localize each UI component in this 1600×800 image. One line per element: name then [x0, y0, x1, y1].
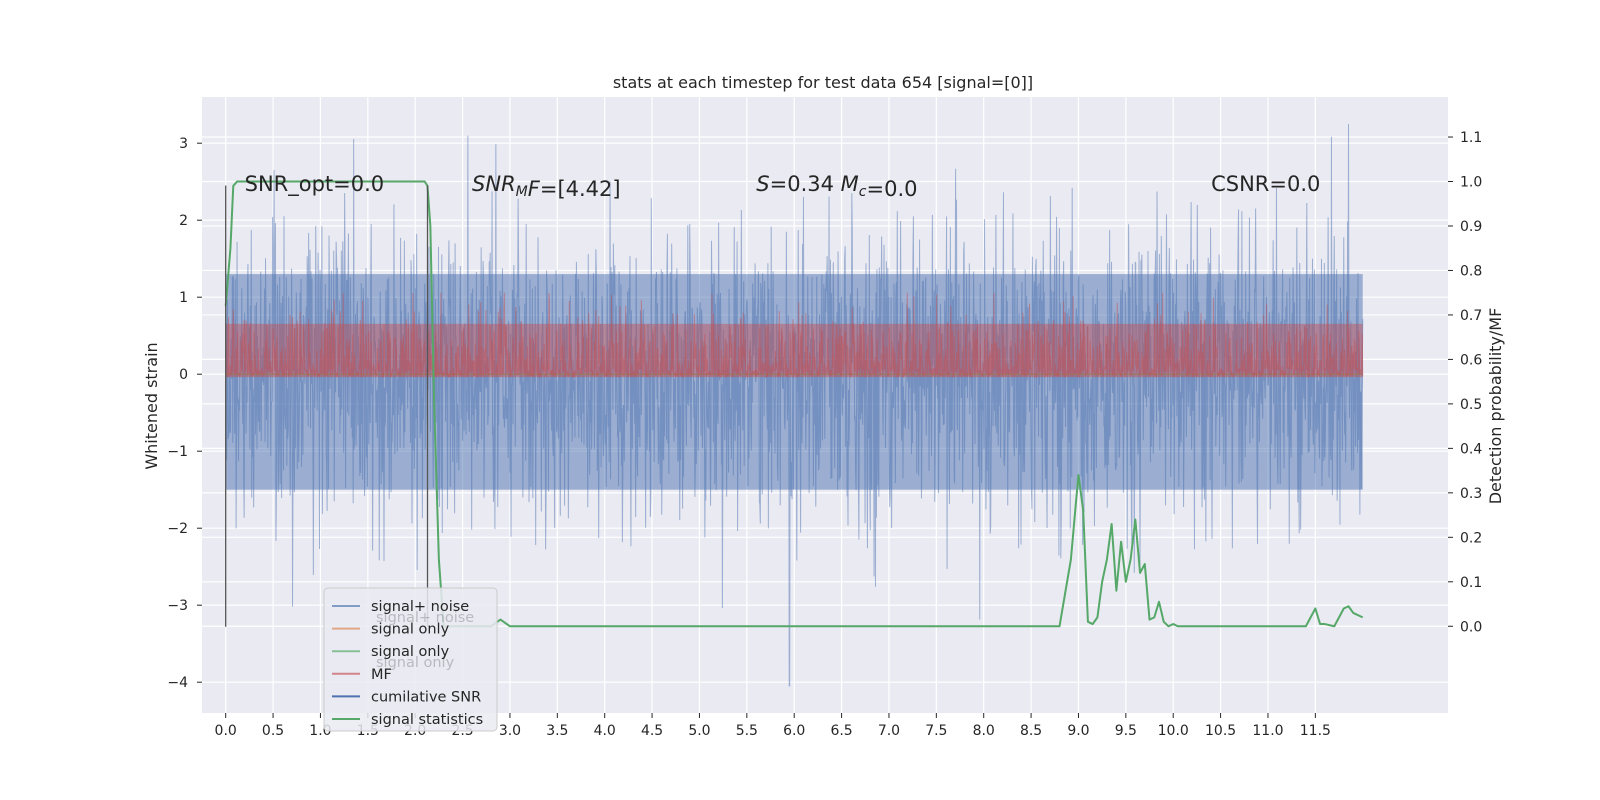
legend-ghost-text: signal+ noise: [376, 610, 474, 626]
series-layer: [224, 123, 1364, 687]
x-tick-label: 6.0: [783, 723, 805, 739]
legend-ghost-text: signal only: [376, 655, 455, 671]
legend-frame: [323, 587, 498, 732]
y2-tick-label: 0.0: [1460, 619, 1482, 635]
x-tick-label: 10.0: [1158, 723, 1189, 739]
y-tick-label: 2: [179, 213, 188, 229]
y2-tick-label: 0.2: [1460, 530, 1482, 546]
y2-tick-label: 0.9: [1460, 219, 1482, 235]
legend-label: signal only: [371, 644, 450, 660]
y-tick-label: −2: [167, 521, 188, 537]
legend-label: signal statistics: [371, 712, 483, 728]
y2-tick-label: 0.6: [1460, 352, 1482, 368]
x-tick-label: 3.0: [499, 723, 521, 739]
y2-tick-label: 1.0: [1460, 175, 1482, 191]
x-tick-label: 8.0: [973, 723, 995, 739]
legend-label: MF: [371, 667, 392, 683]
y2-tick-label: 0.3: [1460, 486, 1482, 502]
y-axis-label: Whitened strain: [142, 342, 161, 469]
y-tick-label: 3: [179, 136, 188, 152]
x-tick-label: 0.0: [215, 723, 237, 739]
x-tick-label: 11.5: [1300, 723, 1331, 739]
vertical-markers: [225, 185, 429, 627]
x-tick-label: 8.5: [1020, 723, 1042, 739]
y-tick-label: 1: [179, 290, 188, 306]
stat-annotation: SNR_opt=0.0: [245, 172, 385, 197]
y-axis-left: −4 −3 −2 −1 0 1 2 3: [167, 136, 202, 691]
x-tick-label: 0.5: [262, 723, 284, 739]
x-tick-label: 6.5: [830, 723, 852, 739]
stat-annotation: CSNR=0.0: [1211, 172, 1320, 196]
y-tick-label: −3: [167, 598, 188, 614]
chart-title: stats at each timestep for test data 654…: [613, 73, 1033, 92]
x-tick-label: 7.0: [878, 723, 900, 739]
y-tick-label: 0: [179, 367, 188, 383]
stat-annotation: SNRMF=[4.42]: [472, 172, 621, 201]
x-tick-label: 3.5: [546, 723, 568, 739]
annotations: SNR_opt=0.0 SNRMF=[4.42] S=0.34 Mc=0.0 CSNR…: [245, 172, 1321, 201]
legend-label: cumilative SNR: [371, 689, 481, 705]
x-axis: 0.00.51.01.52.02.53.03.54.04.55.05.56.06…: [215, 713, 1331, 739]
x-tick-label: 4.5: [641, 723, 663, 739]
x-tick-label: 7.5: [925, 723, 947, 739]
y2-tick-label: 0.8: [1460, 263, 1482, 279]
y2-tick-label: 0.4: [1460, 441, 1482, 457]
y-tick-label: −1: [167, 444, 188, 460]
y2-tick-label: 0.7: [1460, 308, 1482, 324]
x-tick-label: 10.5: [1205, 723, 1236, 739]
y2-tick-label: 0.1: [1460, 575, 1482, 591]
x-tick-label: 9.5: [1115, 723, 1137, 739]
x-tick-label: 4.0: [594, 723, 616, 739]
x-tick-label: 5.0: [688, 723, 710, 739]
series-line: [224, 180, 1364, 628]
y2-tick-label: 1.1: [1460, 130, 1482, 146]
y2-tick-label: 0.5: [1460, 397, 1482, 413]
legend-label: signal only: [371, 622, 450, 638]
stat-annotation: S=0.34 Mc=0.0: [756, 172, 917, 201]
y-axis-right: 0.0 0.1 0.2 0.3 0.4 0.5 0.6 0.7 0.8 0.9 1.0 1.1: [1448, 130, 1482, 635]
x-tick-label: 11.0: [1252, 723, 1283, 739]
y-tick-label: −4: [167, 675, 188, 691]
legend-label: signal+ noise: [371, 599, 469, 615]
series-mf: [225, 292, 1364, 379]
x-tick-label: 9.0: [1067, 723, 1089, 739]
series-signal-noise: [225, 123, 1364, 687]
x-tick-label: 5.5: [736, 723, 758, 739]
y2-axis-label: Detection probability/MF: [1486, 308, 1505, 505]
